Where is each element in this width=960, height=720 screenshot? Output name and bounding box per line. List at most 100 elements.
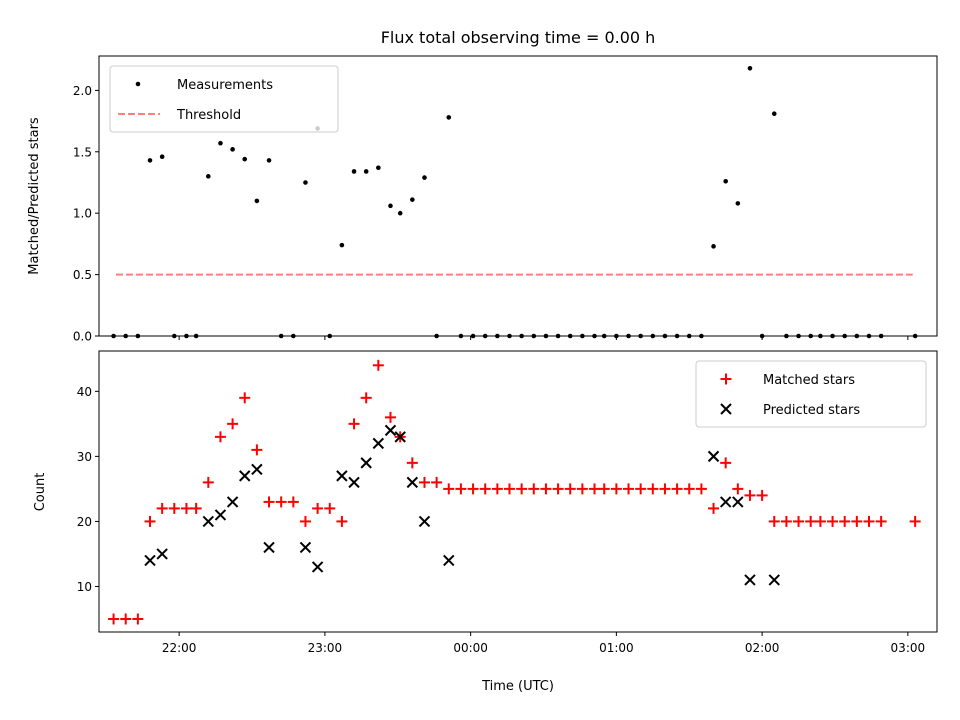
- predicted-star-point-b: [156, 548, 168, 560]
- predicted-star-point: [251, 463, 263, 476]
- measurement-point: [376, 165, 381, 171]
- matched-star-point: [144, 515, 156, 527]
- measurement-point: [147, 158, 153, 163]
- bottom-y-tick-label: 30: [77, 450, 92, 464]
- predicted-star-point: [311, 561, 324, 573]
- predicted-star-point-b: [239, 470, 251, 482]
- matched-star-point: [227, 418, 239, 430]
- measurement-point: [446, 115, 452, 120]
- legend-label-predicted: Predicted stars: [763, 403, 860, 418]
- matched-star-point: [576, 483, 588, 495]
- matched-star-point: [132, 613, 144, 625]
- top-y-axis: 0.0 0.5 1.0 1.5 2.0: [73, 84, 99, 344]
- matched-star-point: [120, 613, 132, 625]
- matched-star-point: [552, 483, 564, 495]
- legend-marker-matched: [720, 373, 732, 385]
- top-axes-frame: [98, 55, 938, 337]
- matched-star-point: [348, 418, 360, 430]
- matched-star-point: [863, 515, 875, 527]
- predicted-star-point-b: [384, 424, 397, 437]
- matched-star-point: [695, 483, 707, 495]
- measurement-point: [723, 178, 728, 184]
- matched-star-point: [108, 613, 120, 625]
- matched-star-point: [239, 392, 251, 404]
- predicted-star-point-b: [263, 541, 275, 554]
- bottom-y-tick-label: 20: [77, 515, 92, 529]
- measurement-point: [735, 201, 741, 206]
- predicted-star-point: [443, 554, 455, 567]
- predicted-star-point: [299, 541, 312, 554]
- predicted-star-point-b: [768, 574, 780, 586]
- x-tick-label: 01:00: [599, 641, 634, 655]
- matched-star-point: [443, 483, 455, 495]
- matched-star-point: [263, 496, 275, 508]
- predicted-star-point: [707, 450, 720, 463]
- matched-star-point: [780, 515, 792, 527]
- matched-star-point: [503, 483, 515, 495]
- matched-star-point: [251, 444, 263, 456]
- top-plot-area: [111, 65, 918, 339]
- matched-star-point: [312, 502, 324, 514]
- predicted-star-point: [239, 470, 251, 482]
- matched-star-point: [598, 483, 610, 495]
- legend-label-measurements: Measurements: [177, 78, 273, 93]
- measurement-point: [351, 169, 357, 174]
- top-y-axis-label: Matched/Predicted stars: [27, 117, 42, 275]
- predicted-star-point-b: [732, 496, 744, 508]
- matched-star-point: [659, 483, 671, 495]
- matched-star-point: [875, 515, 887, 527]
- matched-star-point: [589, 483, 601, 495]
- matched-star-point: [418, 476, 430, 488]
- matched-star-point: [360, 392, 372, 404]
- matched-star-point: [299, 515, 311, 527]
- top-legend-box: [109, 65, 339, 133]
- matched-star-point: [406, 457, 418, 469]
- predicted-star-point: [384, 424, 397, 437]
- measurement-point: [388, 203, 393, 209]
- predicted-star-point: [263, 541, 275, 554]
- measurement-point: [242, 156, 248, 162]
- predicted-star-point: [768, 574, 780, 586]
- matched-star-point: [214, 431, 226, 443]
- top-x-axis: [178, 336, 909, 340]
- matched-star-point: [372, 359, 384, 371]
- matched-star-point: [336, 515, 348, 527]
- measurement-point: [747, 65, 753, 71]
- predicted-star-point: [418, 515, 431, 528]
- predicted-star-point-b: [744, 574, 756, 586]
- matched-star-point: [528, 483, 540, 495]
- bottom-x-axis: 22:00 23:00 00:00 01:00 02:00 03:00: [162, 632, 925, 655]
- predicted-star-point-b: [394, 431, 406, 443]
- x-tick-label: 23:00: [308, 641, 343, 655]
- matched-star-point: [839, 515, 851, 527]
- bottom-plot-area: [108, 359, 921, 625]
- x-tick-label: 22:00: [162, 641, 197, 655]
- legend-marker-predicted: [720, 403, 732, 415]
- matched-star-point: [479, 483, 491, 495]
- measurement-point: [254, 198, 260, 204]
- top-y-tick-label: 0.5: [73, 268, 92, 282]
- predicted-star-point: [732, 496, 744, 508]
- matched-star-point: [756, 489, 768, 501]
- predicted-star-point-b: [348, 476, 360, 489]
- matched-star-point: [324, 502, 336, 514]
- matched-star-point: [805, 515, 817, 527]
- predicted-star-point: [372, 437, 385, 450]
- predicted-star-point: [202, 515, 215, 528]
- predicted-star-point-b: [719, 496, 732, 508]
- measurement-point: [422, 175, 427, 180]
- predicted-star-point: [156, 548, 168, 560]
- matched-star-point: [384, 411, 396, 423]
- legend-label-threshold: Threshold: [176, 108, 241, 123]
- predicted-star-point: [214, 509, 227, 521]
- legend-plus-glyph: [720, 373, 732, 385]
- predicted-star-point-b: [406, 476, 419, 489]
- measurement-point: [397, 210, 403, 216]
- measurement-point: [410, 197, 415, 202]
- top-panel: Flux total observing time = 0.00 h 0.00.…: [27, 28, 938, 344]
- bottom-y-tick-label: 40: [77, 385, 92, 399]
- top-y-tick-label: 1.0: [73, 207, 92, 221]
- legend-cross-glyph-b: [720, 403, 732, 415]
